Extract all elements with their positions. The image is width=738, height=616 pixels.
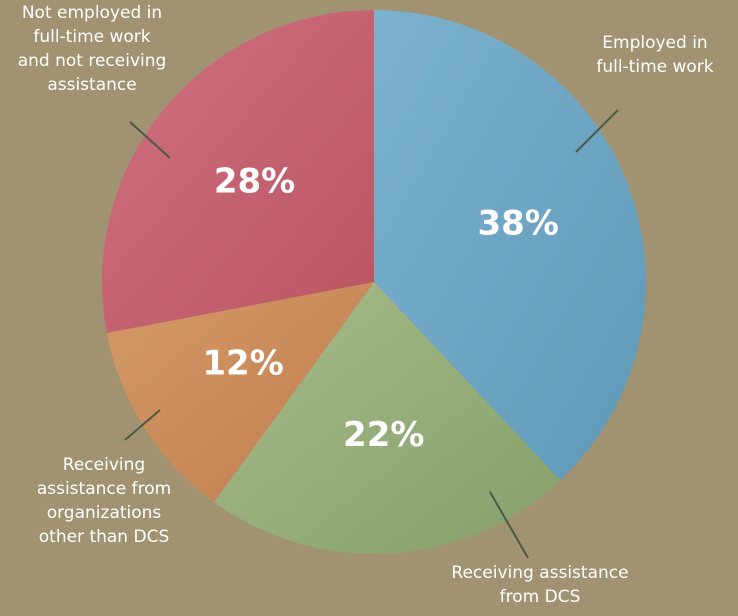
category-label-line: full-time work: [596, 57, 713, 77]
pie-slices: [101, 10, 647, 554]
category-label-line: other than DCS: [39, 527, 169, 547]
category-labels: Employed in full-time work Receiving assis…: [18, 3, 714, 607]
category-label-line: Receiving assistance: [451, 563, 628, 583]
category-label-line: organizations: [47, 503, 162, 523]
category-label-line: Employed in: [602, 33, 707, 53]
leader-line-receiving-assistance-from-dcs: [489, 491, 529, 559]
category-label-line: full-time work: [33, 27, 150, 47]
category-label-receiving-assistance-from-dcs: Receiving assistance from DCS: [451, 563, 628, 607]
category-label-line: assistance: [47, 75, 136, 95]
leader-line-not-employed-in-full-time-work-and-not-r: [129, 121, 171, 159]
pct-label-not-employed-in-full-time-work-and-not-r: 28%: [214, 162, 295, 202]
leader-lines: [124, 109, 619, 559]
slice-not-employed-in-full-time-work-and-not-r: [101, 10, 374, 333]
category-label-line: assistance from: [37, 479, 171, 499]
pct-label-receiving-assistance-from-dcs: 22%: [343, 415, 424, 455]
percentage-labels: 38% 22% 12% 28%: [202, 162, 558, 456]
category-label-line: Not employed in: [22, 3, 162, 23]
category-label-receiving-assistance-from-organizations-: Receiving assistance from organizations oth…: [37, 455, 171, 547]
slice-receiving-assistance-from-organizations-: [106, 282, 374, 503]
category-label-line: and not receiving: [18, 51, 167, 71]
pct-label-employed-in-full-time-work: 38%: [477, 203, 558, 243]
pct-label-receiving-assistance-from-organizations-: 12%: [202, 344, 283, 384]
leader-line-employed-in-full-time-work: [575, 109, 619, 153]
category-label-line: Receiving: [63, 455, 145, 475]
category-label-not-employed-in-full-time-work-and-not-r: Not employed in full-time work and not rec…: [18, 3, 167, 95]
category-label-employed-in-full-time-work: Employed in full-time work: [596, 33, 713, 77]
slice-receiving-assistance-from-dcs: [214, 282, 561, 554]
category-label-line: from DCS: [500, 587, 581, 607]
slice-employed-in-full-time-work: [374, 10, 647, 481]
leader-line-receiving-assistance-from-organizations-: [124, 409, 161, 441]
